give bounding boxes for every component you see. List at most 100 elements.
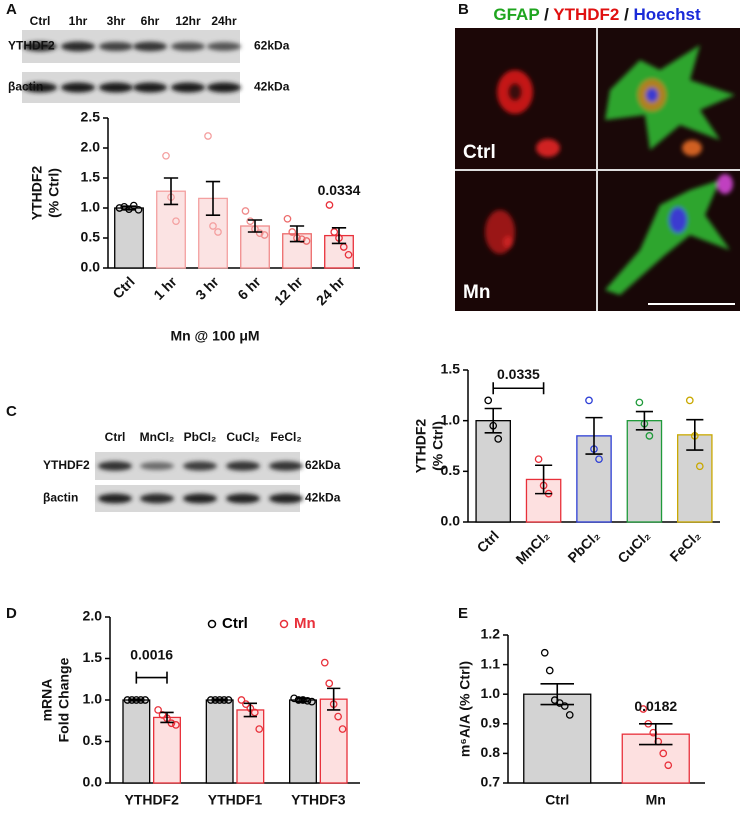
title-part: GFAP — [493, 5, 539, 24]
data-point — [211, 696, 220, 704]
x-tick-label: YTHDF3 — [291, 792, 346, 808]
bar — [626, 420, 663, 523]
data-point — [484, 396, 493, 405]
data-point — [246, 217, 255, 226]
blot-band — [140, 461, 174, 471]
error-bar — [327, 687, 341, 711]
blot-band — [61, 41, 95, 52]
panel-label: D — [6, 605, 17, 622]
y-tick-label: 2.5 — [81, 109, 101, 125]
y-axis-label: (% Ctrl) — [430, 421, 446, 471]
y-tick-label: 0.0 — [441, 513, 461, 529]
y-tick-label: 1.0 — [441, 411, 461, 427]
blot-lane-label: 3hr — [107, 14, 126, 28]
blot-band — [98, 461, 132, 471]
bar — [122, 699, 151, 784]
data-point — [237, 696, 246, 704]
x-tick-label: Ctrl — [474, 527, 502, 555]
data-point — [224, 696, 233, 704]
y-axis-label: Fold Change — [56, 657, 72, 742]
data-point — [123, 696, 132, 704]
data-point — [325, 679, 334, 688]
data-point — [241, 207, 250, 215]
error-bar — [160, 711, 174, 724]
title-part: / — [619, 5, 633, 24]
blot-band — [183, 493, 217, 504]
blot-size-label: 42kDa — [305, 491, 341, 505]
error-bar — [247, 219, 263, 233]
data-point — [338, 725, 347, 733]
error-bar — [243, 702, 257, 718]
data-point — [250, 708, 259, 717]
error-bar — [205, 180, 221, 216]
error-bar — [540, 683, 574, 706]
y-tick-label: 1.5 — [441, 361, 461, 377]
significance-bracket — [135, 671, 168, 684]
p-value: 0.0182 — [634, 698, 677, 714]
x-tick-label: 6 hr — [234, 273, 264, 303]
legend-label: Ctrl — [222, 615, 248, 632]
x-tick-label: Ctrl — [109, 273, 137, 301]
data-point — [206, 696, 215, 704]
data-point — [344, 250, 353, 259]
y-axis-label: (% Ctrl) — [46, 168, 62, 218]
x-tick-label: 3 hr — [192, 273, 222, 303]
data-point — [220, 696, 228, 704]
legend-marker — [279, 619, 289, 629]
blot-band — [98, 493, 132, 504]
data-point — [639, 705, 648, 713]
data-point — [255, 725, 264, 733]
y-tick-label: 0.5 — [81, 229, 101, 245]
data-point — [585, 396, 593, 405]
panel-label: A — [6, 1, 17, 18]
p-value: 0.0016 — [130, 647, 173, 663]
panel-label: B — [458, 1, 469, 18]
x-tick-label: Ctrl — [545, 792, 569, 808]
data-point — [115, 204, 124, 212]
blot-band — [269, 493, 303, 504]
x-tick-label: MnCl₂ — [512, 527, 552, 567]
x-tick-label: YTHDF1 — [208, 792, 263, 808]
data-point — [204, 132, 212, 140]
y-tick-label: 0.7 — [481, 774, 501, 790]
data-point — [242, 700, 250, 709]
y-tick-label: 1.2 — [481, 626, 501, 642]
data-point — [320, 658, 329, 667]
y-axis-label: YTHDF2 — [29, 166, 45, 221]
y-tick-label: 2.0 — [81, 139, 101, 155]
error-bar — [121, 205, 137, 211]
blot-lane-label: 12hr — [175, 14, 201, 28]
error-bar — [331, 227, 347, 245]
y-tick-label: 1.5 — [81, 169, 101, 185]
y-axis-label: m⁶A/A (% Ctrl) — [457, 661, 473, 757]
micrograph-row-label: Ctrl — [463, 142, 496, 163]
data-point — [494, 435, 503, 443]
x-tick-label: 12 hr — [271, 273, 306, 308]
blot-row-label: βactin — [8, 80, 43, 94]
blot-band — [133, 41, 167, 52]
blot-band — [133, 82, 167, 93]
data-point — [162, 151, 170, 160]
data-point — [330, 228, 339, 236]
y-tick-label: 1.1 — [481, 655, 501, 671]
blot-size-label: 42kDa — [254, 80, 290, 94]
data-point — [294, 696, 303, 704]
blot-size-label: 62kDa — [305, 458, 341, 472]
micrograph-row-label: Mn — [463, 282, 490, 303]
y-tick-label: 1.0 — [83, 691, 103, 707]
data-point — [260, 231, 269, 239]
blot-band — [207, 82, 241, 93]
significance-bracket — [492, 382, 545, 395]
blot-row-label: βactin — [43, 491, 78, 505]
x-tick-label: Mn — [646, 792, 666, 808]
error-bar — [484, 407, 502, 434]
data-point — [685, 396, 694, 405]
error-bar — [129, 698, 143, 702]
data-point — [659, 749, 668, 758]
y-tick-label: 0.5 — [441, 462, 461, 478]
blot-band — [226, 461, 260, 471]
data-point — [141, 696, 150, 704]
x-tick-label: CuCl₂ — [614, 527, 653, 566]
bar — [523, 693, 592, 784]
data-point — [664, 761, 673, 770]
